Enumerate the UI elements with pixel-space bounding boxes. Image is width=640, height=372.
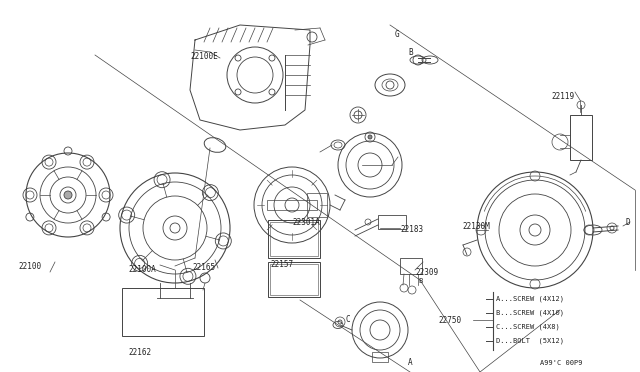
Bar bbox=[307, 193, 327, 217]
Text: 22119: 22119 bbox=[551, 92, 574, 101]
Text: A...SCREW (4X12): A...SCREW (4X12) bbox=[496, 295, 564, 301]
Bar bbox=[122, 288, 204, 336]
Text: 22100: 22100 bbox=[18, 262, 41, 271]
Text: 22100E: 22100E bbox=[190, 52, 218, 61]
Bar bbox=[378, 215, 406, 229]
Text: C: C bbox=[345, 315, 349, 324]
Text: 22165: 22165 bbox=[192, 263, 215, 272]
Bar bbox=[268, 262, 320, 297]
Bar bbox=[570, 115, 592, 160]
Text: B...SCREW (4X10): B...SCREW (4X10) bbox=[496, 309, 564, 315]
Bar bbox=[270, 222, 318, 256]
Text: 22162: 22162 bbox=[128, 348, 151, 357]
Text: 22100A: 22100A bbox=[128, 265, 156, 274]
Circle shape bbox=[64, 191, 72, 199]
Text: 22309: 22309 bbox=[415, 268, 438, 277]
Text: G: G bbox=[395, 30, 399, 39]
Text: 22130M: 22130M bbox=[462, 222, 490, 231]
Bar bbox=[400, 258, 422, 274]
Text: A99'C 00P9: A99'C 00P9 bbox=[540, 360, 582, 366]
Bar bbox=[270, 264, 318, 295]
Text: D: D bbox=[626, 218, 630, 227]
Text: 22157: 22157 bbox=[270, 260, 293, 269]
Text: B: B bbox=[408, 48, 413, 57]
Text: 22750: 22750 bbox=[438, 316, 461, 325]
Bar bbox=[267, 200, 317, 210]
Text: B: B bbox=[418, 278, 422, 284]
Text: 22183: 22183 bbox=[400, 225, 423, 234]
Text: C...SCREW (4X8): C...SCREW (4X8) bbox=[496, 323, 560, 330]
Circle shape bbox=[368, 135, 372, 139]
Text: A: A bbox=[408, 358, 413, 367]
Text: D...BOLT  (5X12): D...BOLT (5X12) bbox=[496, 337, 564, 343]
Text: 22301A: 22301A bbox=[292, 218, 320, 227]
Bar bbox=[372, 352, 388, 362]
Bar bbox=[268, 220, 320, 258]
